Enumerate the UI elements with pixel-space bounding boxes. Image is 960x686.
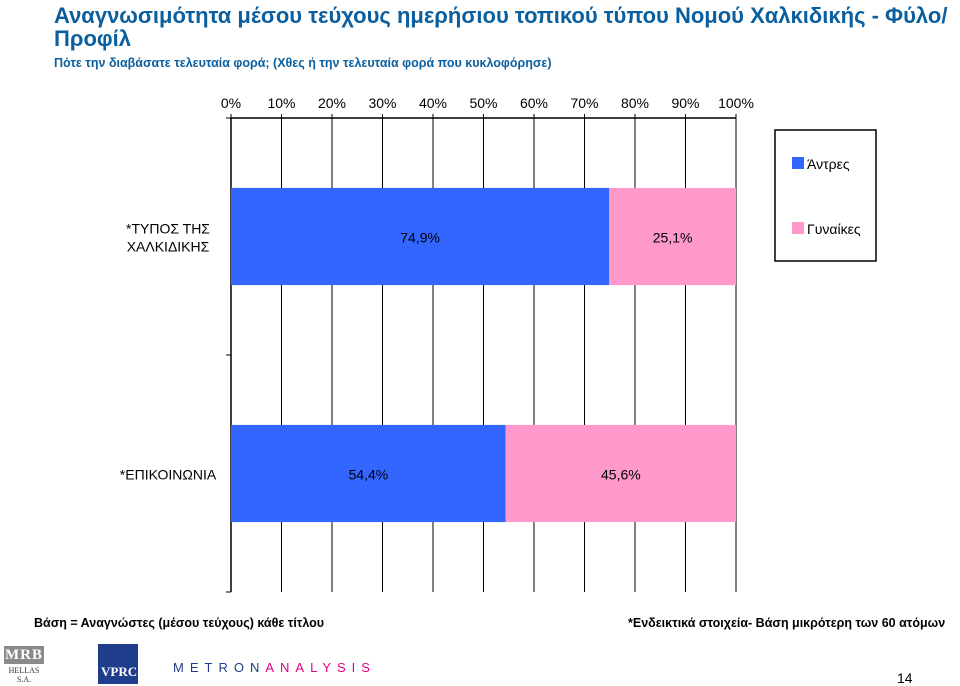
legend-swatch bbox=[792, 222, 804, 234]
legend-label: Γυναίκες bbox=[807, 221, 861, 237]
x-tick-label: 20% bbox=[318, 95, 346, 111]
metron-logo-text: METRON bbox=[173, 660, 265, 675]
vprc-logo-text: VPRC bbox=[101, 664, 137, 680]
metron-analysis-logo: METRONANALYSIS bbox=[173, 660, 376, 675]
x-tick-label: 80% bbox=[621, 95, 649, 111]
x-tick-label: 50% bbox=[469, 95, 497, 111]
category-label: *ΤΥΠΟΣ ΤΗΣ ΧΑΛΚΙΔΙΚΗΣ bbox=[126, 221, 210, 255]
legend-swatch bbox=[792, 157, 804, 169]
page-number: 14 bbox=[897, 670, 913, 686]
legend-box bbox=[775, 130, 876, 261]
base-note: Βάση = Αναγνώστες (μέσου τεύχους) κάθε τ… bbox=[34, 616, 324, 630]
x-tick-label: 30% bbox=[368, 95, 396, 111]
legend-label: Άντρες bbox=[807, 156, 850, 172]
vprc-logo: VPRC bbox=[98, 644, 138, 684]
category-labels: *ΤΥΠΟΣ ΤΗΣ ΧΑΛΚΙΔΙΚΗΣ *ΕΠΙΚΟΙΝΩΝΙΑ bbox=[120, 221, 217, 483]
data-label: 45,6% bbox=[601, 467, 641, 483]
x-axis-ticks: 0% 10% 20% 30% 40% 50% 60% 70% 80% 90% 100% bbox=[221, 95, 754, 111]
mrb-logo-subtext: HELLAS S.A. bbox=[4, 666, 44, 684]
data-label: 25,1% bbox=[653, 230, 693, 246]
data-label: 74,9% bbox=[400, 230, 440, 246]
category-label: *ΕΠΙΚΟΙΝΩΝΙΑ bbox=[120, 467, 217, 483]
mrb-logo-text: MRB bbox=[4, 646, 44, 664]
mrb-logo: MRB HELLAS S.A. bbox=[4, 646, 44, 682]
x-tick-label: 10% bbox=[267, 95, 295, 111]
x-tick-label: 40% bbox=[419, 95, 447, 111]
x-tick-label: 60% bbox=[520, 95, 548, 111]
x-tick-label: 90% bbox=[671, 95, 699, 111]
small-base-note: *Ενδεικτικά στοιχεία- Βάση μικρότερη των… bbox=[628, 616, 945, 630]
x-tick-label: 100% bbox=[718, 95, 754, 111]
data-label: 54,4% bbox=[349, 467, 389, 483]
chart-legend: Άντρες Γυναίκες bbox=[775, 130, 876, 261]
stacked-bar-chart: 0% 10% 20% 30% 40% 50% 60% 70% 80% 90% 100% 74,9% 2… bbox=[0, 0, 960, 686]
x-tick-label: 70% bbox=[570, 95, 598, 111]
x-tick-label: 0% bbox=[221, 95, 241, 111]
analysis-logo-text: ANALYSIS bbox=[265, 660, 376, 675]
